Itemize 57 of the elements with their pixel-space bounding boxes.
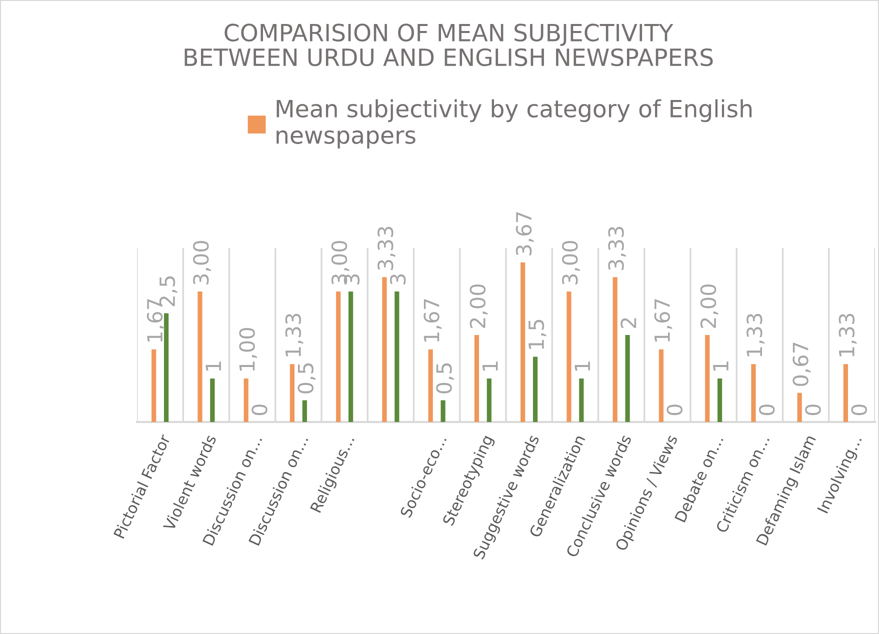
legend-label: Mean subjectivity by category of English newspapers bbox=[276, 99, 752, 149]
data-label: 0,5 bbox=[436, 363, 454, 394]
bar bbox=[290, 364, 295, 422]
bar bbox=[428, 349, 433, 422]
data-label: 1,00 bbox=[239, 328, 258, 371]
data-label: 3,67 bbox=[516, 212, 534, 256]
chart-title: COMPARISION OF MEAN SUBJECTIVITY BETWEEN URDU AND ENGLISH NEWSPAPERS bbox=[184, 24, 713, 66]
data-label: 2,00 bbox=[470, 284, 488, 328]
data-label: 0,67 bbox=[792, 342, 811, 386]
bar bbox=[164, 313, 169, 422]
data-label: 3,00 bbox=[193, 240, 211, 284]
data-label: 0 bbox=[666, 404, 682, 416]
bar bbox=[717, 378, 722, 422]
data-label: 3 bbox=[390, 274, 406, 284]
data-label: 1,33 bbox=[746, 314, 764, 356]
bar bbox=[474, 335, 480, 422]
bar bbox=[751, 364, 756, 422]
bar bbox=[302, 400, 307, 422]
data-label: 3,33 bbox=[378, 226, 396, 270]
bar bbox=[336, 292, 341, 422]
bar bbox=[520, 262, 526, 422]
data-label: 1,5 bbox=[528, 320, 546, 349]
bar bbox=[625, 335, 630, 422]
bar bbox=[797, 392, 802, 422]
bar bbox=[579, 378, 584, 422]
bar bbox=[658, 349, 664, 422]
bar bbox=[210, 378, 215, 422]
data-label: 1,33 bbox=[838, 314, 857, 356]
bar bbox=[348, 292, 354, 422]
data-label: 1 bbox=[206, 362, 221, 371]
data-label: 2,00 bbox=[700, 284, 718, 328]
bar bbox=[705, 335, 710, 422]
bar bbox=[843, 364, 848, 422]
data-label: 1 bbox=[713, 362, 728, 371]
data-label: 1 bbox=[482, 362, 498, 371]
data-label: 0 bbox=[805, 404, 821, 416]
data-label: 3,00 bbox=[562, 240, 580, 284]
bar bbox=[394, 292, 400, 422]
bar bbox=[486, 378, 492, 422]
data-label: 0 bbox=[851, 404, 867, 416]
bar bbox=[612, 277, 618, 422]
data-label: 1 bbox=[574, 362, 590, 371]
bar bbox=[532, 356, 538, 422]
bar bbox=[198, 292, 202, 422]
data-label: 0 bbox=[252, 404, 268, 416]
bar bbox=[152, 349, 156, 422]
data-label: 3,33 bbox=[608, 226, 626, 270]
bar bbox=[566, 292, 572, 422]
bar bbox=[440, 400, 446, 422]
data-label: 2 bbox=[620, 318, 636, 328]
bar bbox=[382, 277, 387, 422]
bar bbox=[244, 378, 248, 422]
data-label: 1,33 bbox=[285, 314, 304, 356]
data-label: 1,67 bbox=[654, 299, 672, 342]
data-label: 0,5 bbox=[298, 363, 316, 394]
data-label: 1,67 bbox=[424, 299, 442, 342]
data-label: 0 bbox=[758, 404, 775, 416]
